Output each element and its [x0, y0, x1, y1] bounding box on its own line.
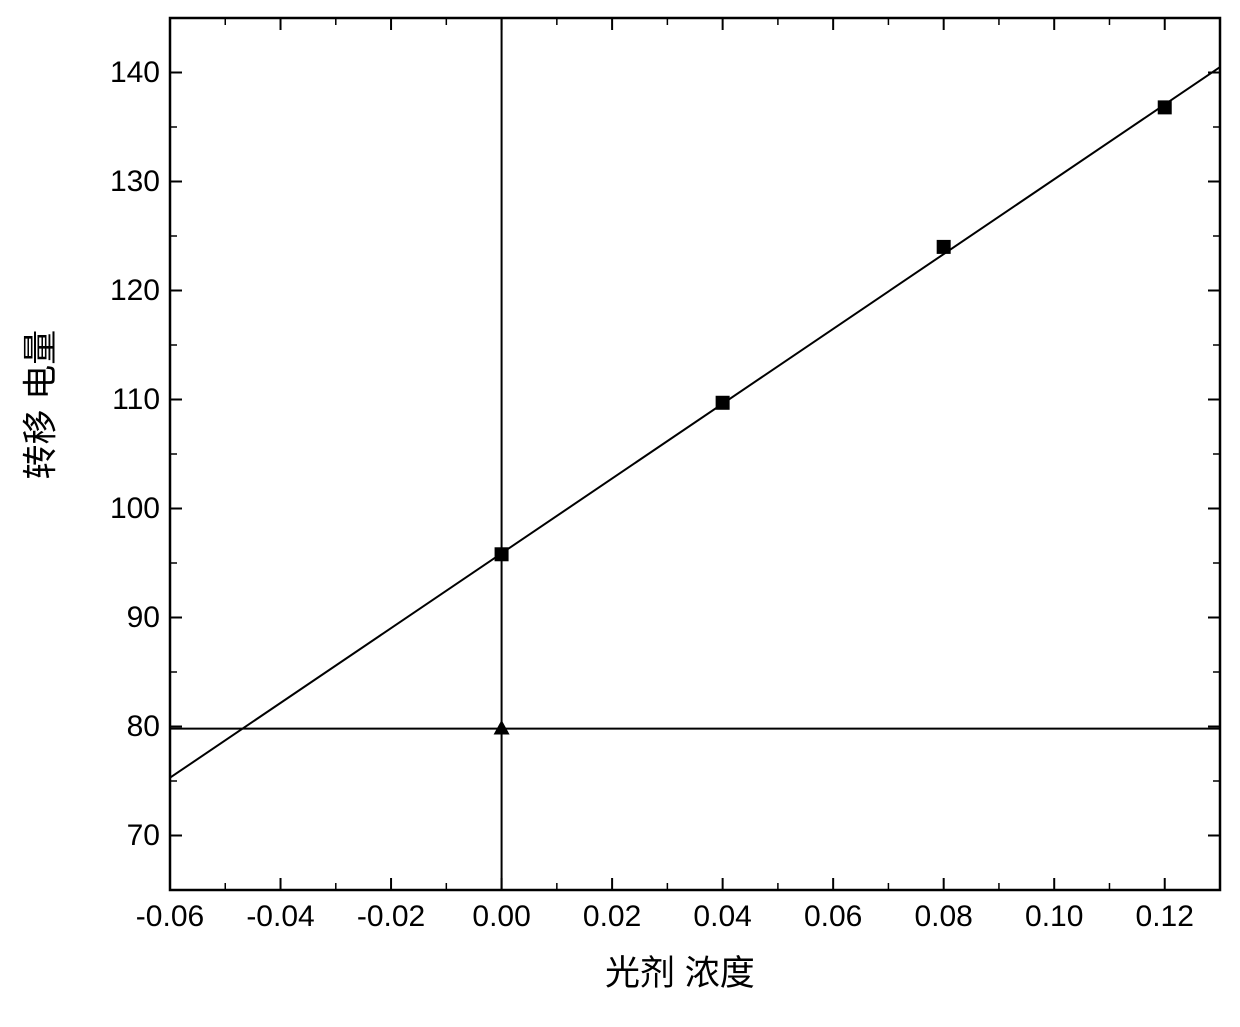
y-tick-label: 110	[100, 383, 160, 417]
y-tick-label: 100	[100, 492, 160, 526]
x-tick-label: 0.06	[804, 900, 862, 934]
x-tick-label: -0.02	[357, 900, 425, 934]
x-axis-label: 光剂 浓度	[605, 945, 755, 996]
x-tick-label: 0.00	[472, 900, 530, 934]
x-tick-label: 0.12	[1136, 900, 1194, 934]
x-tick-label: 0.10	[1025, 900, 1083, 934]
y-tick-label: 120	[100, 274, 160, 308]
x-tick-label: -0.06	[136, 900, 204, 934]
y-tick-label: 80	[100, 710, 160, 744]
y-tick-label: 130	[100, 165, 160, 199]
x-tick-label: 0.08	[914, 900, 972, 934]
scatter-chart	[0, 0, 1240, 1027]
chart-container: 转移 电量 光剂 浓度 -0.06 -0.04 -0.02 0.00 0.02 0.04 0…	[0, 0, 1240, 1027]
y-tick-label: 90	[100, 601, 160, 635]
y-axis-label: 转移 电量	[13, 440, 64, 480]
x-tick-label: 0.02	[583, 900, 641, 934]
x-tick-label: -0.04	[246, 900, 314, 934]
x-tick-label: 0.04	[693, 900, 751, 934]
y-tick-label: 70	[100, 819, 160, 853]
y-tick-label: 140	[100, 56, 160, 90]
